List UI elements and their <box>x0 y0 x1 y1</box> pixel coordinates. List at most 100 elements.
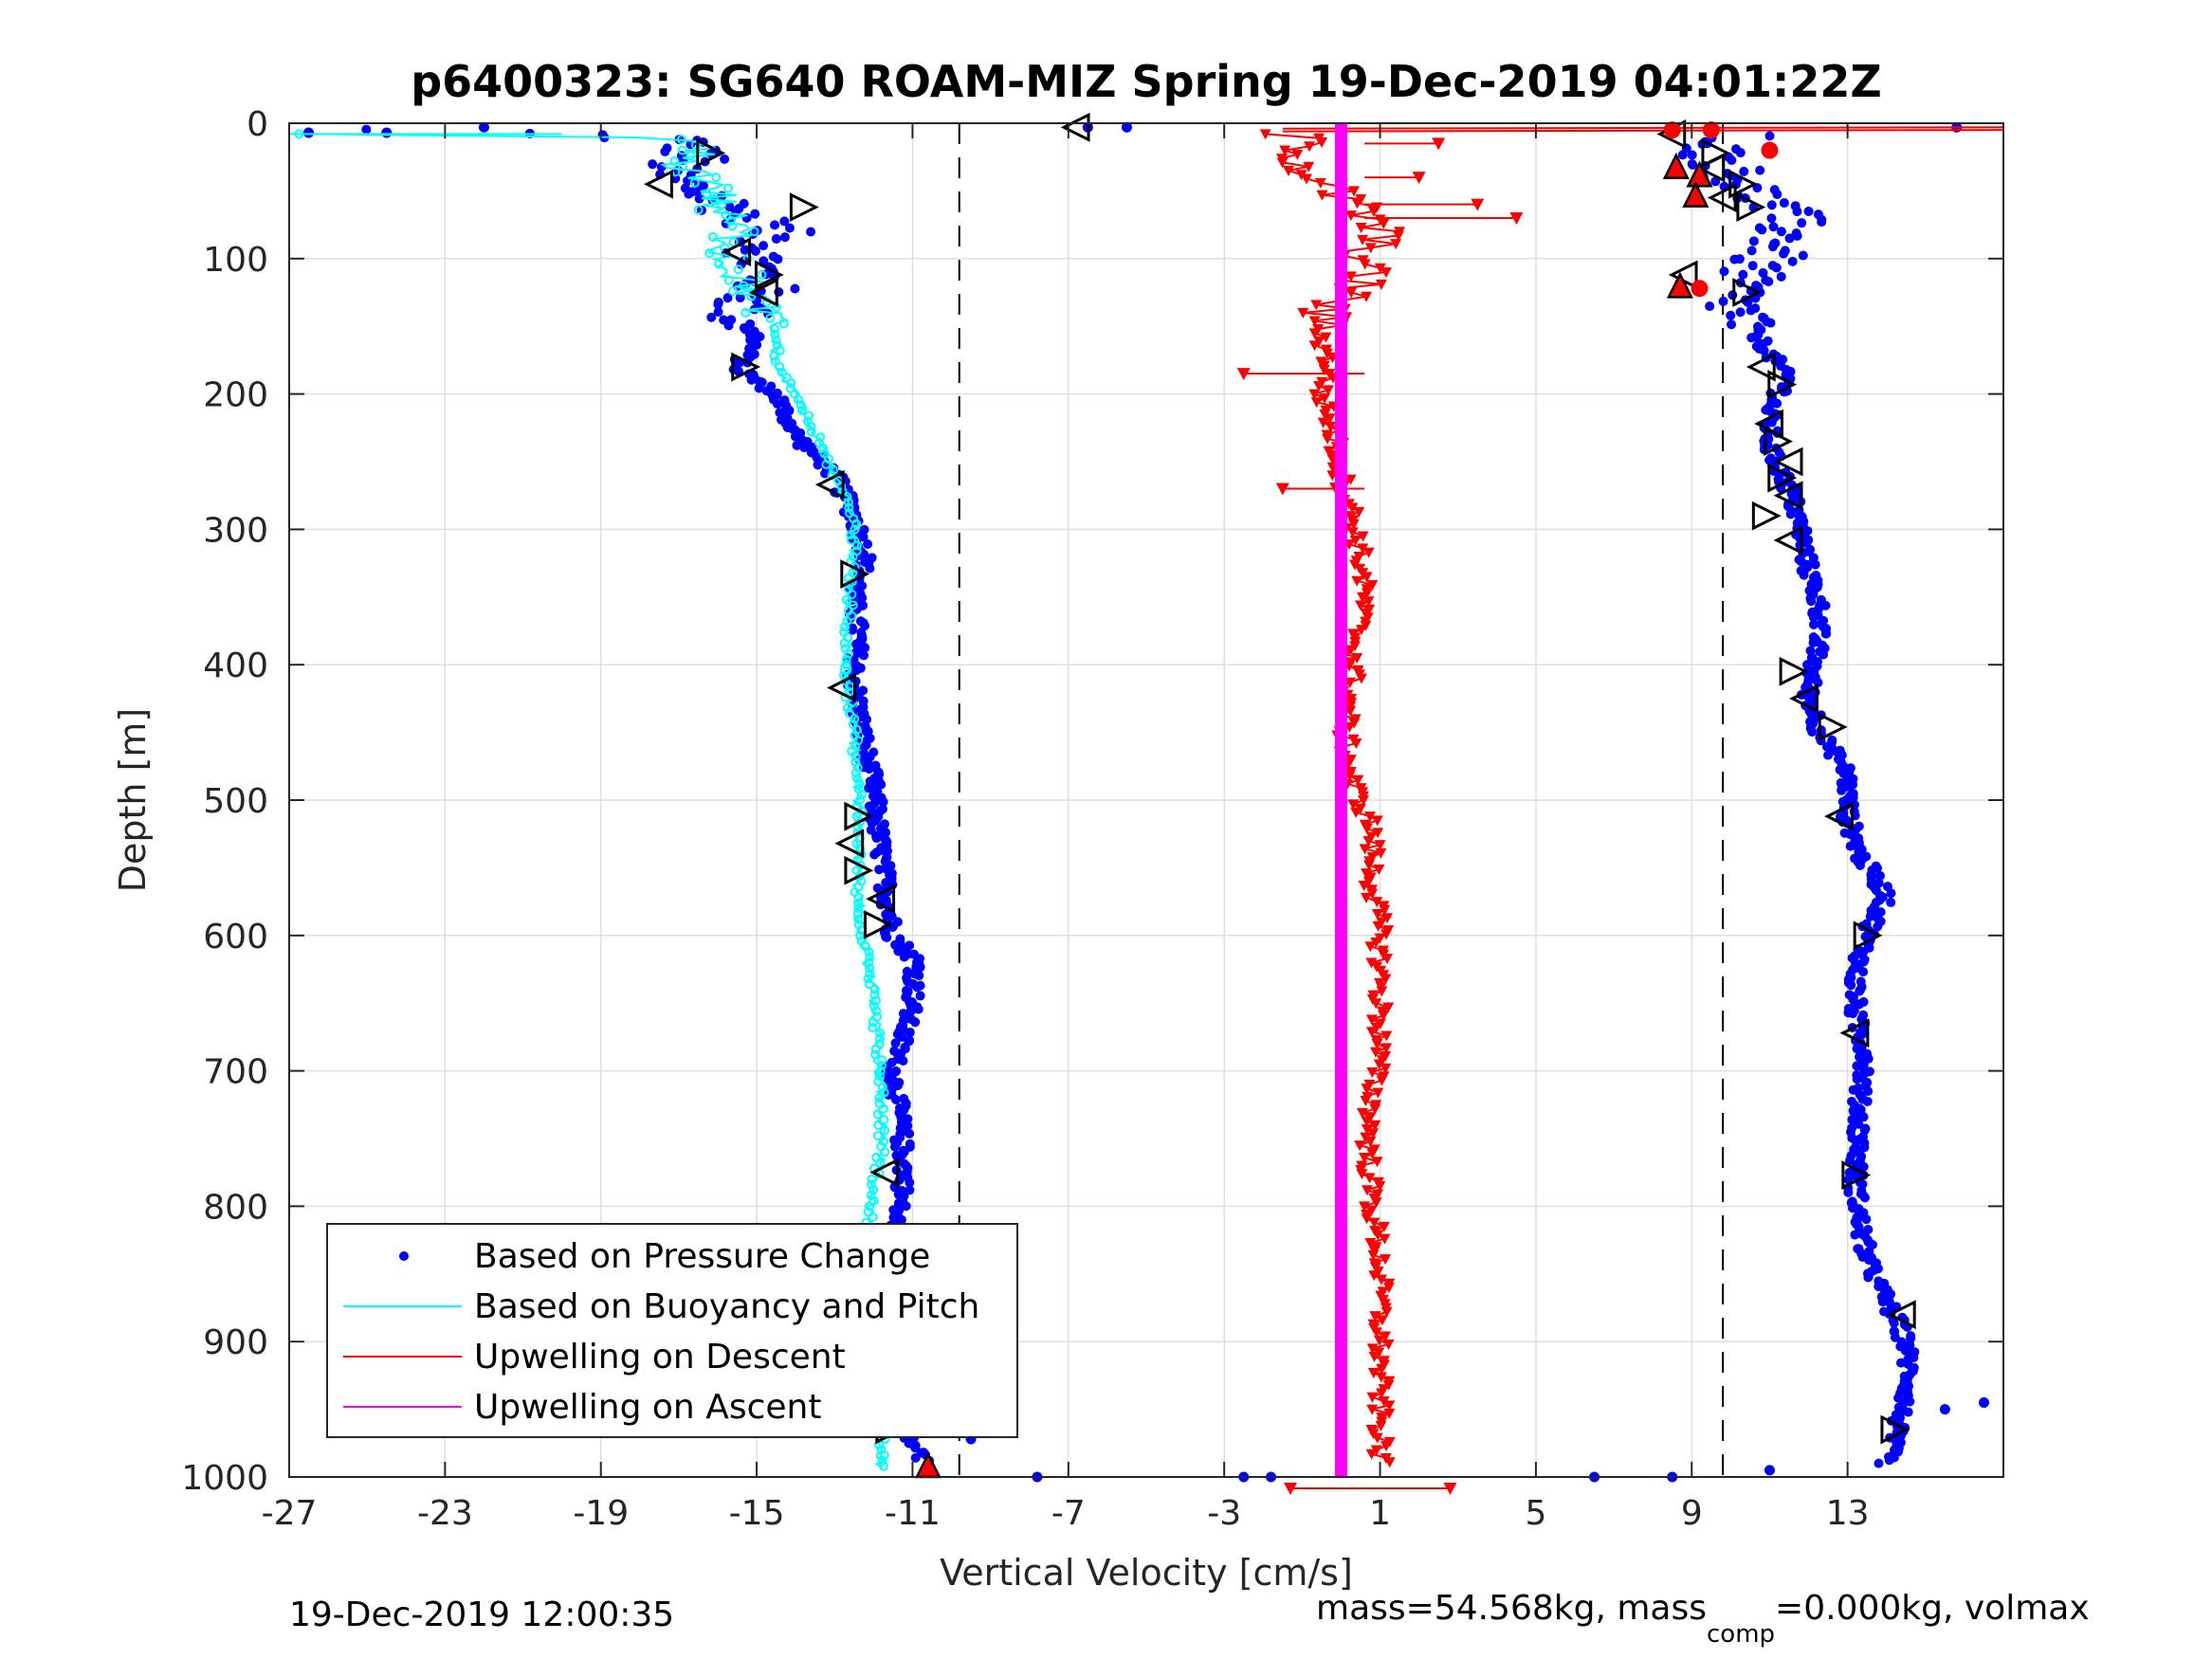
y-tick-label: 200 <box>203 376 268 415</box>
pressure-point <box>1799 570 1809 580</box>
legend-label-upwelling-ascent: Upwelling on Ascent <box>474 1388 821 1427</box>
upwelling-descent-point <box>1363 1173 1376 1184</box>
pressure-point <box>746 374 757 385</box>
buoyancy-point <box>851 519 862 529</box>
pressure-point <box>898 1055 908 1066</box>
upwelling-descent-point <box>1376 986 1388 997</box>
upwelling-descent-point <box>1310 300 1323 311</box>
pressure-point <box>792 440 802 450</box>
upwelling-descent-point <box>1380 974 1392 985</box>
pressure-point <box>1705 301 1715 312</box>
upwelling-descent-point <box>1316 137 1328 148</box>
upwelling-descent-point <box>1361 1213 1373 1225</box>
y-tick-label: 300 <box>203 511 268 550</box>
pressure-point <box>1739 166 1749 176</box>
pressure-point <box>1855 860 1865 870</box>
pressure-point <box>1837 785 1847 795</box>
upwelling-descent-point <box>1372 1230 1384 1241</box>
upwelling-descent-point <box>1360 1096 1372 1107</box>
footer-timestamp: 19-Dec-2019 12:00:35 <box>289 1595 674 1634</box>
red-triangle-marker <box>1666 271 1693 299</box>
pressure-point <box>1863 1272 1874 1283</box>
upwelling-descent-point <box>1374 1180 1386 1192</box>
upwelling-excursion-point <box>1412 172 1426 185</box>
upwelling-descent-point <box>1378 218 1390 229</box>
descent-triangle-marker <box>722 237 752 267</box>
upwelling-descent-point <box>1350 738 1362 750</box>
x-axis-label: Vertical Velocity [cm/s] <box>940 1552 1353 1594</box>
pressure-point <box>1798 250 1808 261</box>
upwelling-descent-point <box>1380 267 1392 279</box>
buoyancy-point <box>864 957 874 968</box>
buoyancy-point <box>867 1179 877 1190</box>
pressure-point <box>1726 310 1736 320</box>
upwelling-descent-point <box>1360 892 1372 903</box>
buoyancy-point <box>853 914 864 924</box>
red-dot-marker <box>1691 280 1709 298</box>
upwelling-surface-spike <box>1282 126 2004 130</box>
upwelling-descent-point <box>1344 474 1357 485</box>
upwelling-descent-point <box>1366 1404 1379 1415</box>
x-tick-label: -3 <box>1207 1494 1241 1533</box>
pressure-point <box>865 563 875 574</box>
upwelling-descent-point <box>1368 1217 1380 1229</box>
upwelling-descent-point <box>1376 1363 1388 1375</box>
buoyancy-point <box>677 145 687 155</box>
pressure-point <box>1886 897 1896 907</box>
upwelling-descent-point <box>1322 348 1333 359</box>
pressure-point <box>857 581 868 592</box>
buoyancy-point <box>878 1461 888 1471</box>
buoyancy-point <box>854 870 865 881</box>
pressure-point <box>915 991 925 1001</box>
pressure-point <box>1759 345 1769 356</box>
upwelling-descent-point <box>1359 844 1371 855</box>
upwelling-descent-point <box>1383 1457 1396 1468</box>
upwelling-descent-point <box>1380 1030 1393 1042</box>
ascent-triangle-marker <box>1767 370 1798 400</box>
buoyancy-point <box>836 481 847 491</box>
buoyancy-point <box>775 362 785 373</box>
upwelling-descent-point <box>1320 332 1332 343</box>
pressure-point <box>1727 155 1737 165</box>
upwelling-descent-point <box>1361 1124 1373 1136</box>
pressure-point <box>1877 1297 1888 1307</box>
pressure-point <box>1771 263 1782 273</box>
upwelling-descent-point <box>1380 1254 1392 1266</box>
ascent-triangle-marker <box>1789 684 1819 714</box>
upwelling-descent-point <box>1357 234 1369 246</box>
buoyancy-point <box>294 129 304 139</box>
pressure-point <box>910 1017 921 1028</box>
pressure-point <box>1688 159 1698 170</box>
upwelling-descent-point <box>1375 279 1387 290</box>
legend-label-buoyancy: Based on Buoyancy and Pitch <box>474 1287 979 1326</box>
buoyancy-point <box>840 622 850 632</box>
upwelling-descent-point <box>1380 1043 1393 1054</box>
y-tick-label: 800 <box>203 1188 268 1227</box>
pressure-point <box>862 714 872 724</box>
pressure-point <box>889 1141 900 1152</box>
buoyancy-point <box>868 1185 879 1195</box>
pressure-point <box>1738 269 1748 280</box>
buoyancy-point <box>879 1087 889 1098</box>
buoyancy-point <box>815 432 826 443</box>
upwelling-descent-point <box>1325 421 1337 432</box>
upwelling-descent-point <box>1372 1087 1384 1099</box>
pressure-point <box>1852 1074 1862 1085</box>
pressure-point <box>1823 750 1834 760</box>
pressure-point <box>1765 318 1776 328</box>
upwelling-descent-point <box>1344 705 1357 717</box>
buoyancy-point <box>717 199 727 210</box>
pressure-point <box>893 946 904 957</box>
pressure-point <box>740 245 750 255</box>
buoyancy-point <box>875 1066 886 1076</box>
ascent-triangle-marker <box>1880 1414 1910 1445</box>
upwelling-descent-point <box>1390 239 1402 250</box>
upwelling-descent-point <box>1308 340 1321 352</box>
buoyancy-point <box>878 1103 888 1114</box>
pressure-point <box>910 1452 921 1463</box>
upwelling-descent-point <box>1276 157 1289 169</box>
upwelling-descent-point <box>1297 307 1309 319</box>
pressure-point <box>1848 1085 1858 1095</box>
upwelling-descent-point <box>1373 864 1385 875</box>
buoyancy-point <box>871 995 882 1006</box>
